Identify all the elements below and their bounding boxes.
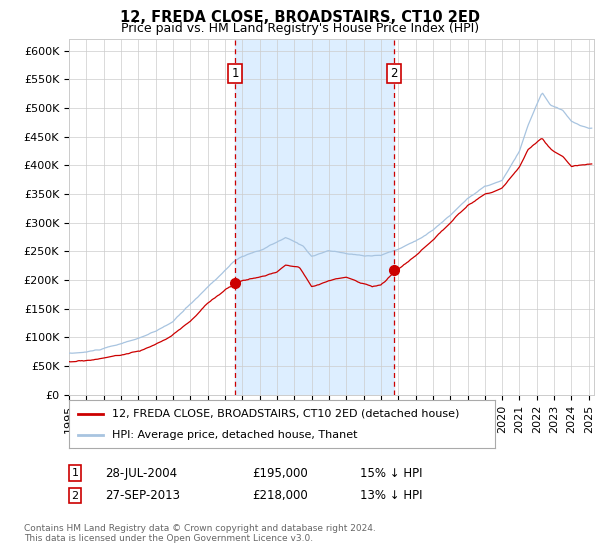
Bar [235, 39, 394, 395]
Text: 27-SEP-2013: 27-SEP-2013 [105, 489, 180, 502]
Text: £195,000: £195,000 [252, 466, 308, 480]
Text: 12, FREDA CLOSE, BROADSTAIRS, CT10 2ED: 12, FREDA CLOSE, BROADSTAIRS, CT10 2ED [120, 10, 480, 25]
Text: 13% ↓ HPI: 13% ↓ HPI [360, 489, 422, 502]
Text: 28-JUL-2004: 28-JUL-2004 [105, 466, 177, 480]
Text: 1: 1 [71, 468, 79, 478]
Text: 1: 1 [231, 67, 239, 80]
Text: HPI: Average price, detached house, Thanet: HPI: Average price, detached house, Than… [112, 430, 357, 440]
Text: 12, FREDA CLOSE, BROADSTAIRS, CT10 2ED (detached house): 12, FREDA CLOSE, BROADSTAIRS, CT10 2ED (… [112, 409, 459, 419]
Text: 2: 2 [390, 67, 398, 80]
Text: 15% ↓ HPI: 15% ↓ HPI [360, 466, 422, 480]
Text: 2: 2 [71, 491, 79, 501]
Text: £218,000: £218,000 [252, 489, 308, 502]
Text: Contains HM Land Registry data © Crown copyright and database right 2024.
This d: Contains HM Land Registry data © Crown c… [24, 524, 376, 543]
Text: Price paid vs. HM Land Registry's House Price Index (HPI): Price paid vs. HM Land Registry's House … [121, 22, 479, 35]
